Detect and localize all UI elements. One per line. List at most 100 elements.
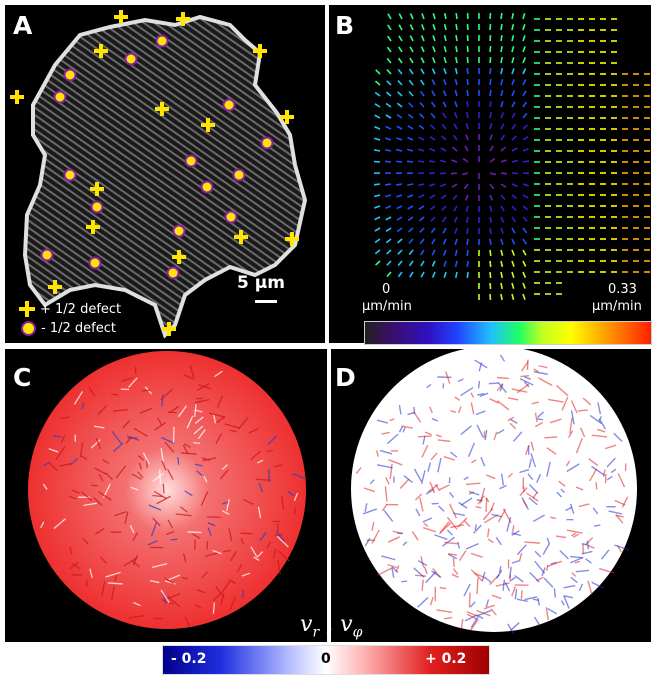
velocity-arrow xyxy=(462,157,469,163)
velocity-streak xyxy=(509,576,516,582)
velocity-streak xyxy=(95,438,102,450)
velocity-arrow xyxy=(396,205,403,210)
velocity-arrow xyxy=(440,147,447,152)
velocity-arrow xyxy=(407,125,414,130)
velocity-streak xyxy=(598,415,603,422)
velocity-streak xyxy=(164,441,175,453)
velocity-arrow xyxy=(431,90,436,97)
velocity-streak xyxy=(516,598,528,602)
velocity-arrow xyxy=(455,56,458,64)
velocity-arrow xyxy=(454,67,458,75)
velocity-streak xyxy=(484,576,492,583)
velocity-arrow xyxy=(511,227,516,234)
velocity-streak xyxy=(546,447,557,455)
velocity-arrow xyxy=(522,79,527,86)
velocity-streak xyxy=(105,571,121,578)
velocity-streak xyxy=(114,574,118,582)
velocity-streak xyxy=(617,473,626,488)
velocity-streak xyxy=(420,470,426,485)
velocity-arrow xyxy=(489,145,494,152)
velocity-arrow xyxy=(374,103,381,108)
velocity-arrow xyxy=(385,205,392,210)
scale-bar-label: 5 µm xyxy=(237,273,285,293)
velocity-streak xyxy=(449,491,455,498)
velocity-streak xyxy=(595,482,598,490)
velocity-streak xyxy=(600,549,610,560)
velocity-streak xyxy=(512,431,523,442)
velocity-arrow xyxy=(466,238,469,246)
velocity-streak xyxy=(479,392,489,398)
velocity-streak xyxy=(530,441,535,451)
velocity-streak xyxy=(429,406,433,414)
velocity-streak xyxy=(165,593,181,600)
velocity-streak xyxy=(537,411,545,418)
velocity-arrow xyxy=(465,134,469,141)
velocity-streak xyxy=(197,429,206,440)
velocity-streak xyxy=(102,459,110,464)
velocity-arrow xyxy=(418,194,425,199)
velocity-arrow xyxy=(420,35,425,42)
plus-defect-marker xyxy=(172,250,186,264)
velocity-arrow xyxy=(463,183,469,190)
velocity-arrow xyxy=(522,205,529,211)
velocity-arrow xyxy=(451,159,458,163)
velocity-streak xyxy=(570,400,578,414)
velocity-streak xyxy=(593,524,601,527)
velocity-streak xyxy=(388,536,400,543)
velocity-streak xyxy=(151,563,168,569)
velocity-streak xyxy=(385,477,390,485)
minus-defect-marker xyxy=(172,224,186,238)
velocity-arrow xyxy=(407,113,414,119)
velocity-streak xyxy=(196,470,203,477)
velocity-arrow xyxy=(454,260,458,268)
velocity-streak xyxy=(214,370,223,378)
velocity-streak xyxy=(167,519,174,529)
velocity-arrow xyxy=(511,238,516,245)
velocity-streak xyxy=(226,499,230,512)
plus-defect-marker xyxy=(280,110,294,124)
velocity-arrow xyxy=(500,183,507,188)
velocity-arrow xyxy=(500,216,505,223)
velocity-arrow xyxy=(489,205,493,212)
velocity-streak xyxy=(598,418,607,430)
velocity-streak xyxy=(429,481,436,494)
velocity-streak xyxy=(587,580,593,595)
velocity-arrow xyxy=(500,56,503,64)
velocity-streak xyxy=(519,468,530,474)
velocity-streak xyxy=(553,588,557,598)
velocity-arrow xyxy=(489,238,492,246)
minus-defect-icon xyxy=(21,321,36,336)
velocity-streak xyxy=(512,525,515,533)
velocity-streak xyxy=(403,475,413,484)
velocity-streak xyxy=(421,444,429,458)
velocity-streak xyxy=(423,566,428,575)
velocity-streak xyxy=(476,609,492,617)
velocity-arrow xyxy=(489,172,496,176)
velocity-arrow xyxy=(430,216,436,222)
velocity-arrow xyxy=(429,194,436,199)
velocity-streak xyxy=(167,595,181,608)
velocity-arrow xyxy=(385,216,392,221)
velocity-streak xyxy=(496,383,504,391)
velocity-streak xyxy=(362,508,378,515)
velocity-streak xyxy=(241,590,244,599)
minus-defect-marker xyxy=(40,248,54,262)
velocity-streak xyxy=(411,531,419,541)
velocity-streak xyxy=(578,583,584,592)
velocity-arrow xyxy=(511,282,515,289)
velocity-streak xyxy=(544,436,558,439)
velocity-arrow xyxy=(408,260,414,267)
velocity-arrow xyxy=(522,282,526,289)
velocity-streak xyxy=(511,586,517,597)
velocity-streak xyxy=(379,449,393,455)
velocity-arrow xyxy=(522,249,527,256)
velocity-streak xyxy=(514,574,524,583)
velocity-streak xyxy=(161,436,175,444)
velocity-arrow xyxy=(511,101,516,108)
velocity-arrow xyxy=(464,145,469,152)
velocity-arrow xyxy=(511,23,515,31)
velocity-streak xyxy=(510,418,518,425)
velocity-streak xyxy=(200,491,209,506)
velocity-streak xyxy=(499,484,507,490)
panel-c-disk xyxy=(28,351,306,629)
